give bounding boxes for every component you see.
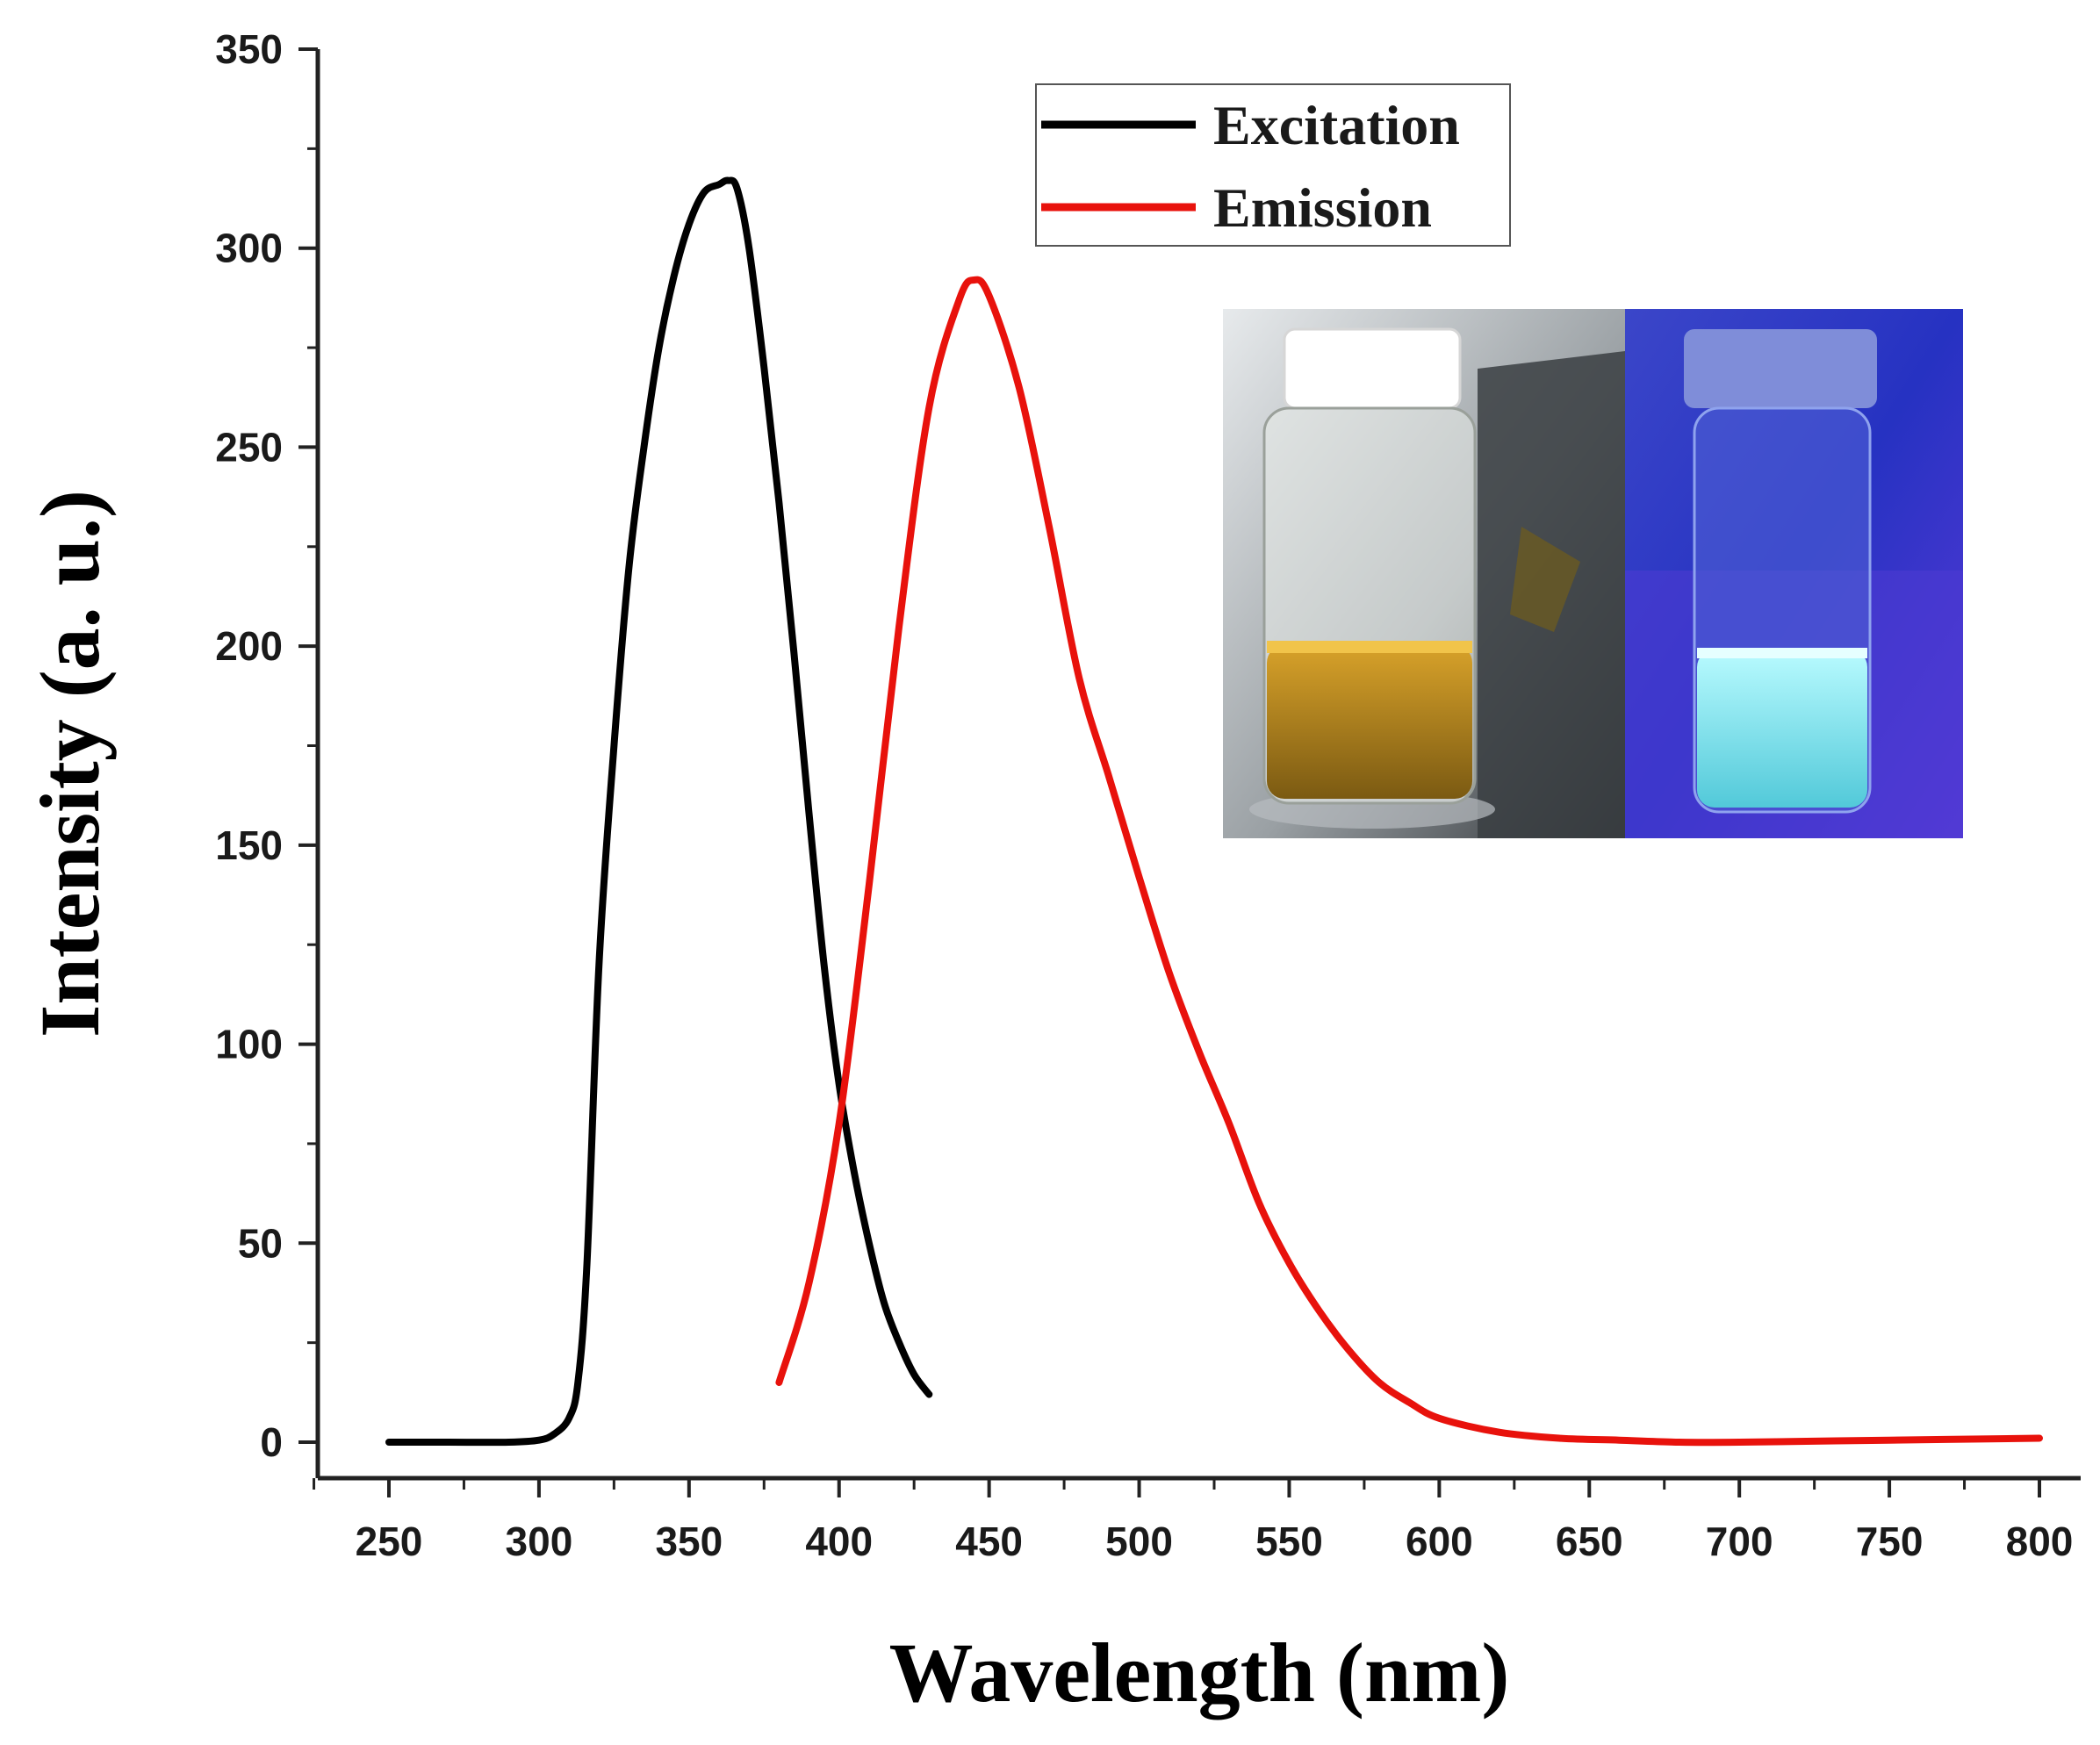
legend: Excitation Emission	[1035, 83, 1511, 247]
y-ticks: 0 50 100 150 200 250 300 350	[215, 26, 318, 1465]
y-axis-title: Intensity (a. u.)	[23, 490, 117, 1038]
x-tick-label-600: 600	[1406, 1519, 1473, 1564]
series-line-emission	[775, 276, 2043, 1447]
x-tick-label-250: 250	[356, 1519, 423, 1564]
x-tick-label-500: 500	[1105, 1519, 1173, 1564]
series-line-excitation	[385, 176, 933, 1447]
y-tick-label-150: 150	[215, 822, 283, 868]
x-tick-label-350: 350	[655, 1519, 723, 1564]
x-axis-title: Wavelength (nm)	[889, 1626, 1510, 1720]
x-tick-label-650: 650	[1556, 1519, 1623, 1564]
y-tick-label-50: 50	[238, 1220, 283, 1266]
inset-photo	[1223, 309, 1963, 838]
x-tick-label-300: 300	[506, 1519, 573, 1564]
y-tick-label-100: 100	[215, 1022, 283, 1067]
legend-label-emission: Emission	[1213, 176, 1432, 239]
x-ticks: 250 300 350 400 450 500 550 600 650 700 750 800	[313, 1478, 2074, 1564]
y-tick-label-200: 200	[215, 623, 283, 669]
inset-uv-panel	[1625, 309, 1963, 838]
axes	[315, 49, 2081, 1481]
series-layer	[385, 176, 2043, 1447]
y-tick-label-350: 350	[215, 26, 283, 72]
x-tick-label-550: 550	[1255, 1519, 1323, 1564]
legend-box	[1035, 83, 1511, 247]
x-tick-label-400: 400	[805, 1519, 873, 1564]
inset-daylight-panel	[1223, 309, 1625, 838]
y-tick-label-300: 300	[215, 226, 283, 271]
x-tick-label-700: 700	[1706, 1519, 1773, 1564]
y-tick-label-0: 0	[260, 1419, 283, 1465]
y-tick-label-250: 250	[215, 424, 283, 470]
x-tick-label-450: 450	[955, 1519, 1023, 1564]
x-tick-label-750: 750	[1856, 1519, 1924, 1564]
x-tick-label-800: 800	[2006, 1519, 2074, 1564]
legend-label-excitation: Excitation	[1213, 94, 1460, 156]
